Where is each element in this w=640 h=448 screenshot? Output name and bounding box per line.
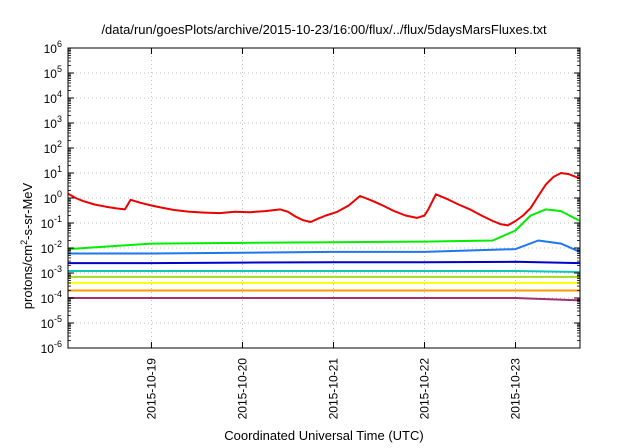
- y-tick-label: 10-6: [41, 339, 62, 356]
- x-tick-label: 2015-10-20: [235, 358, 249, 420]
- series-line-2: [67, 208, 581, 251]
- series-line-3: [68, 239, 581, 255]
- x-tick-label: 2015-10-21: [326, 358, 340, 420]
- x-axis-label: Coordinated Universal Time (UTC): [224, 428, 423, 443]
- series-line-4: [68, 260, 581, 265]
- y-axis-label-base: protons/cm: [20, 245, 35, 309]
- y-tick-label: 102: [44, 139, 62, 156]
- y-tick-label: 106: [44, 39, 62, 56]
- x-tick-label: 2015-10-23: [509, 358, 523, 420]
- y-axis-label-superscript: 2: [19, 240, 29, 245]
- y-tick-label: 103: [44, 114, 62, 131]
- y-tick-label: 100: [44, 189, 62, 206]
- y-axis-label: protons/cm2-s-sr-MeV: [19, 182, 35, 309]
- series-line-1: [67, 172, 581, 227]
- y-tick-label: 10-1: [41, 214, 62, 231]
- y-tick-label: 104: [44, 89, 62, 106]
- y-axis-ticks: 106 105 104 103 102 101 100 10-1 10-2 10-3 10-4 10-…: [41, 39, 580, 356]
- y-tick-label: 105: [44, 64, 62, 81]
- series-lines: [67, 172, 581, 302]
- x-tick-label: 2015-10-22: [418, 358, 432, 420]
- chart-title: /data/run/goesPlots/archive/2015-10-23/1…: [101, 22, 547, 37]
- x-tick-label: 2015-10-19: [144, 358, 158, 420]
- y-tick-label: 10-5: [41, 314, 62, 331]
- x-axis-ticks: 2015-10-19 2015-10-20 2015-10-21 2015-10-22…: [144, 48, 523, 420]
- series-line-5: [68, 270, 581, 273]
- y-tick-label: 101: [44, 164, 62, 181]
- y-tick-label: 10-3: [41, 264, 62, 281]
- y-tick-label: 10-2: [41, 239, 62, 256]
- y-tick-label: 10-4: [41, 289, 62, 306]
- y-axis-label-rest: -s-sr-MeV: [20, 182, 35, 239]
- grid: [68, 48, 580, 348]
- series-line-9: [68, 297, 581, 302]
